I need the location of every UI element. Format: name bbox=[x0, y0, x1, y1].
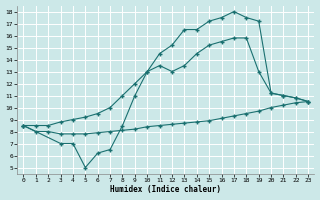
X-axis label: Humidex (Indice chaleur): Humidex (Indice chaleur) bbox=[110, 185, 221, 194]
